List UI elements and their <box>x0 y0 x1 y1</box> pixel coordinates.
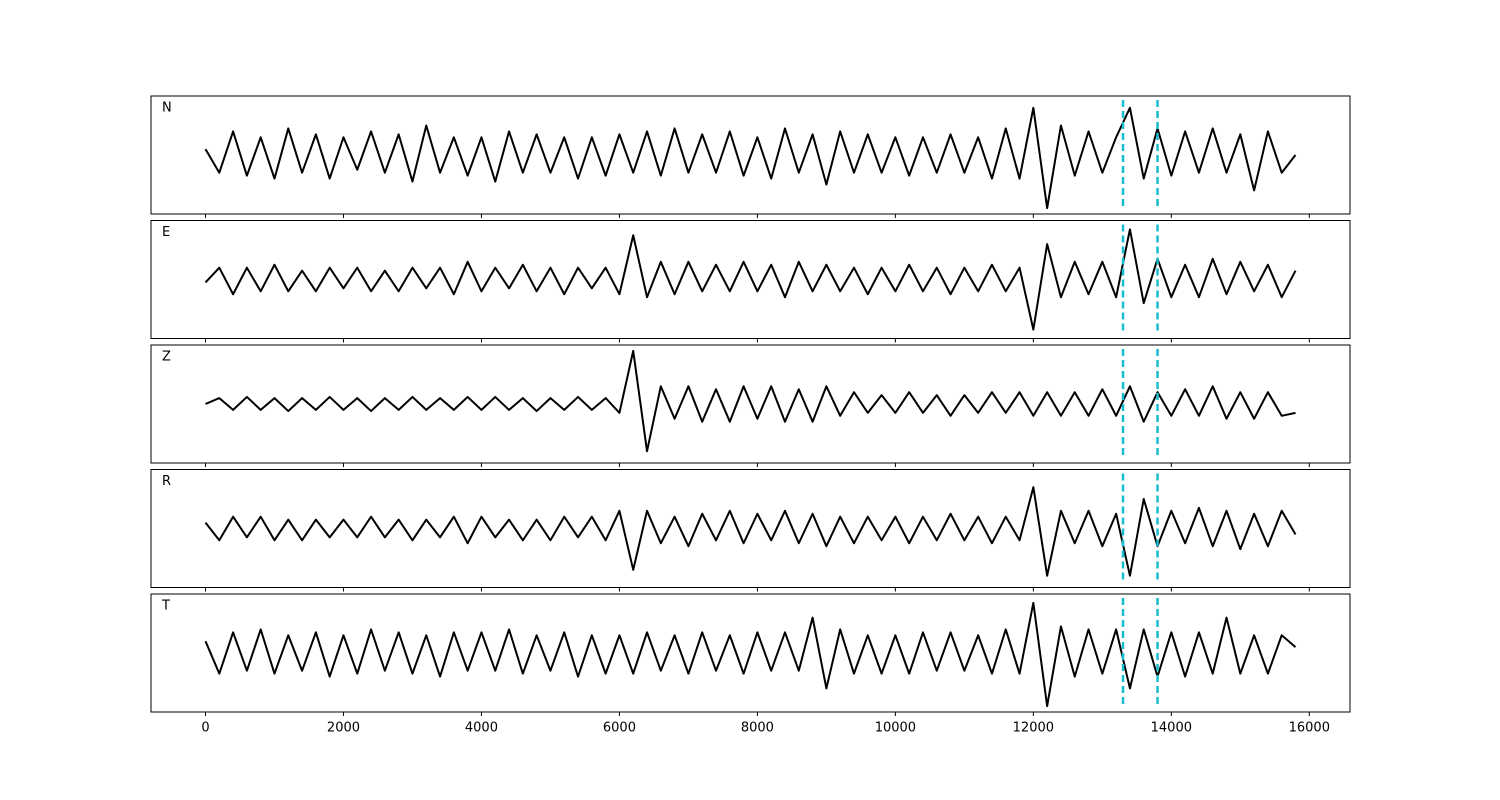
x-tick-label: 4000 <box>465 721 498 736</box>
trace <box>205 349 1296 453</box>
panel-frame <box>150 344 1351 464</box>
x-tick-label: 12000 <box>1013 721 1054 736</box>
panel-frame <box>150 220 1351 339</box>
panel-frame <box>150 95 1351 215</box>
panel-frame <box>150 469 1351 588</box>
trace <box>204 601 1297 708</box>
trace <box>204 228 1297 331</box>
x-tick-label: 2000 <box>327 721 360 736</box>
x-tick-label: 6000 <box>603 721 636 736</box>
x-tick-label: 0 <box>201 721 209 736</box>
x-tick-label: 8000 <box>741 721 774 736</box>
panel-frame <box>150 593 1351 713</box>
trace <box>204 106 1297 210</box>
x-tick-label: 16000 <box>1289 721 1330 736</box>
panel-label: R <box>162 474 171 489</box>
panel-label: Z <box>162 350 171 365</box>
panel-label: E <box>162 225 170 240</box>
trace <box>204 486 1297 577</box>
panel-label: N <box>162 101 172 116</box>
x-tick-label: 10000 <box>875 721 916 736</box>
x-tick-label: 14000 <box>1151 721 1192 736</box>
panel-label: T <box>161 599 170 614</box>
